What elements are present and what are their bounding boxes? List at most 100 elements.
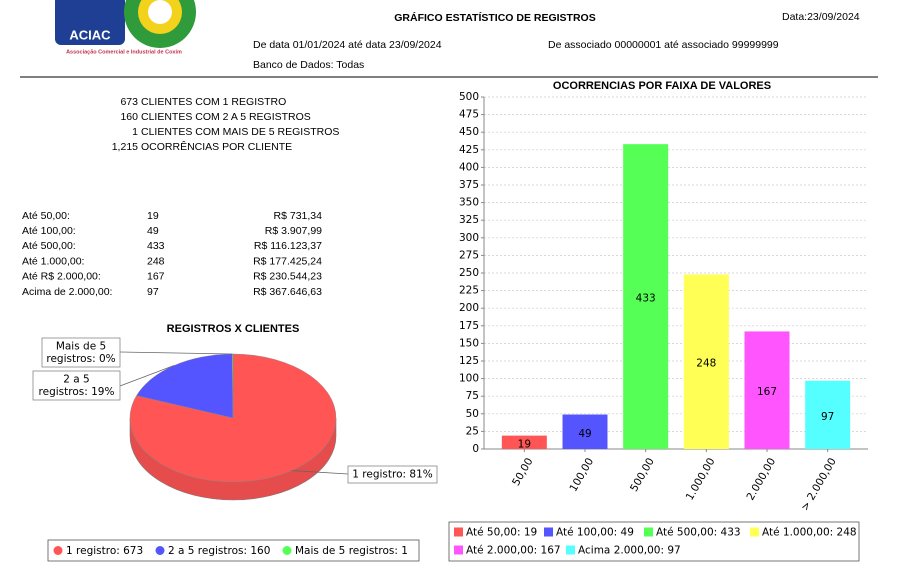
logo-caption: Associação Comercial e Industrial de Cox… <box>66 49 182 55</box>
x-tick-label: 100,00 <box>567 456 596 494</box>
legend-swatch <box>155 546 165 555</box>
legend-label: Até 1.000,00: 248 <box>762 527 857 539</box>
label-box <box>347 465 438 484</box>
slice-label: registros: 19% <box>39 386 115 398</box>
y-tick-label: 150 <box>459 337 479 349</box>
label-leader <box>119 351 233 355</box>
table-count: 433 <box>147 240 165 252</box>
y-tick-label: 400 <box>459 161 479 173</box>
legend-swatch <box>454 545 463 555</box>
label-leader <box>119 365 175 387</box>
y-tick-label: 275 <box>459 249 479 261</box>
legend-label: Mais de 5 registros: 1 <box>295 545 408 557</box>
legend-swatch <box>282 546 292 555</box>
table-count: 97 <box>147 286 159 298</box>
legend-swatch <box>644 527 653 537</box>
summary-count: 1,215 <box>112 141 138 153</box>
table-label: Até 100,00: <box>22 225 76 237</box>
chart-title: OCORRENCIAS POR FAIXA DE VALORES <box>553 80 771 92</box>
report-date: Data:23/09/2024 <box>782 11 860 23</box>
logo-center <box>148 0 172 24</box>
bar-value-label: 248 <box>696 358 716 370</box>
table-label: Até R$ 2.000,00: <box>22 271 101 283</box>
legend-label: Acima 2.000,00: 97 <box>578 545 681 557</box>
y-tick-label: 75 <box>466 390 479 402</box>
summary-text: CLIENTES COM MAIS DE 5 REGISTROS <box>141 126 339 138</box>
legend-label: Até 500,00: 433 <box>656 527 741 539</box>
x-tick-label: 500,00 <box>628 456 657 494</box>
date-range: De data 01/01/2024 até data 23/09/2024 <box>253 39 442 51</box>
legend-label: 1 registro: 673 <box>66 545 143 557</box>
bar-value-label: 97 <box>821 411 834 423</box>
label-box <box>41 337 121 368</box>
bar <box>623 144 669 449</box>
table-count: 19 <box>147 210 159 222</box>
y-tick-label: 175 <box>459 320 479 332</box>
legend-box <box>47 539 420 562</box>
y-tick-label: 125 <box>459 355 479 367</box>
y-tick-label: 0 <box>472 443 479 455</box>
table-amount: R$ 177.425,24 <box>253 255 322 267</box>
bar <box>501 435 547 449</box>
y-tick-label: 375 <box>459 179 479 191</box>
table-amount: R$ 731,34 <box>274 210 323 222</box>
slice-label: 1 registro: 81% <box>352 469 432 481</box>
bar <box>744 331 790 449</box>
y-tick-label: 425 <box>459 144 479 156</box>
pie-slice <box>136 353 234 419</box>
y-tick-label: 250 <box>459 267 479 279</box>
label-box <box>32 370 121 401</box>
y-tick-label: 25 <box>466 425 479 437</box>
bar <box>683 274 729 449</box>
table-amount: R$ 367.646,63 <box>253 286 322 298</box>
report-title: GRÁFICO ESTATÍSTICO DE REGISTROS <box>394 11 595 24</box>
bar <box>562 414 608 449</box>
legend-swatch <box>544 527 553 537</box>
y-tick-label: 300 <box>459 232 479 244</box>
slice-label: Mais de 5 <box>56 341 106 353</box>
table-label: Até 500,00: <box>22 240 76 252</box>
summary-text: CLIENTES COM 1 REGISTRO <box>141 96 286 108</box>
summary-count: 1 <box>132 126 138 138</box>
legend-label: Até 2.000,00: 167 <box>466 545 561 557</box>
legend-swatch <box>566 545 575 555</box>
x-tick-label: > 2.000,00 <box>799 456 839 513</box>
y-tick-label: 350 <box>459 197 479 209</box>
legend-swatch <box>454 527 463 537</box>
y-tick-label: 450 <box>459 126 479 138</box>
chart-title: REGISTROS X CLIENTES <box>167 323 300 335</box>
y-tick-label: 200 <box>459 302 479 314</box>
table-amount: R$ 3.907,99 <box>265 225 322 237</box>
y-tick-label: 325 <box>459 214 479 226</box>
y-tick-label: 475 <box>459 109 479 121</box>
table-count: 248 <box>147 255 165 267</box>
y-tick-label: 100 <box>459 373 479 385</box>
table-count: 167 <box>147 271 165 283</box>
table-label: Acima de 2.000,00: <box>22 286 112 298</box>
x-tick-label: 1.000,00 <box>684 456 718 503</box>
legend-label: 2 a 5 registros: 160 <box>168 545 270 557</box>
bar <box>805 380 851 449</box>
y-tick-label: 50 <box>466 408 479 420</box>
table-count: 49 <box>147 225 159 237</box>
summary-text: OCORRÊNCIAS POR CLIENTE <box>141 140 292 153</box>
table-label: Até 50,00: <box>22 210 70 222</box>
x-tick-label: 2.000,00 <box>744 456 778 503</box>
slice-label: 2 a 5 <box>63 374 89 386</box>
logo-name: ACIAC <box>69 27 111 42</box>
table-amount: R$ 230.544,23 <box>253 271 322 283</box>
table-amount: R$ 116.123,37 <box>254 240 322 252</box>
bar-value-label: 167 <box>757 386 777 398</box>
slice-label: registros: 0% <box>46 353 115 365</box>
logo-box <box>55 0 125 45</box>
legend-swatch <box>53 546 63 555</box>
legend-label: Até 100,00: 49 <box>556 527 634 539</box>
summary-count: 673 <box>120 96 138 108</box>
charts: REGISTROS X CLIENTES 1 registro: 81% 2 a 5… <box>32 80 868 562</box>
y-tick-label: 500 <box>459 91 479 103</box>
summary-count: 160 <box>120 111 138 123</box>
bar-value-label: 19 <box>518 438 531 450</box>
legend-swatch <box>750 527 759 537</box>
legend-label: Até 50,00: 19 <box>466 527 537 539</box>
